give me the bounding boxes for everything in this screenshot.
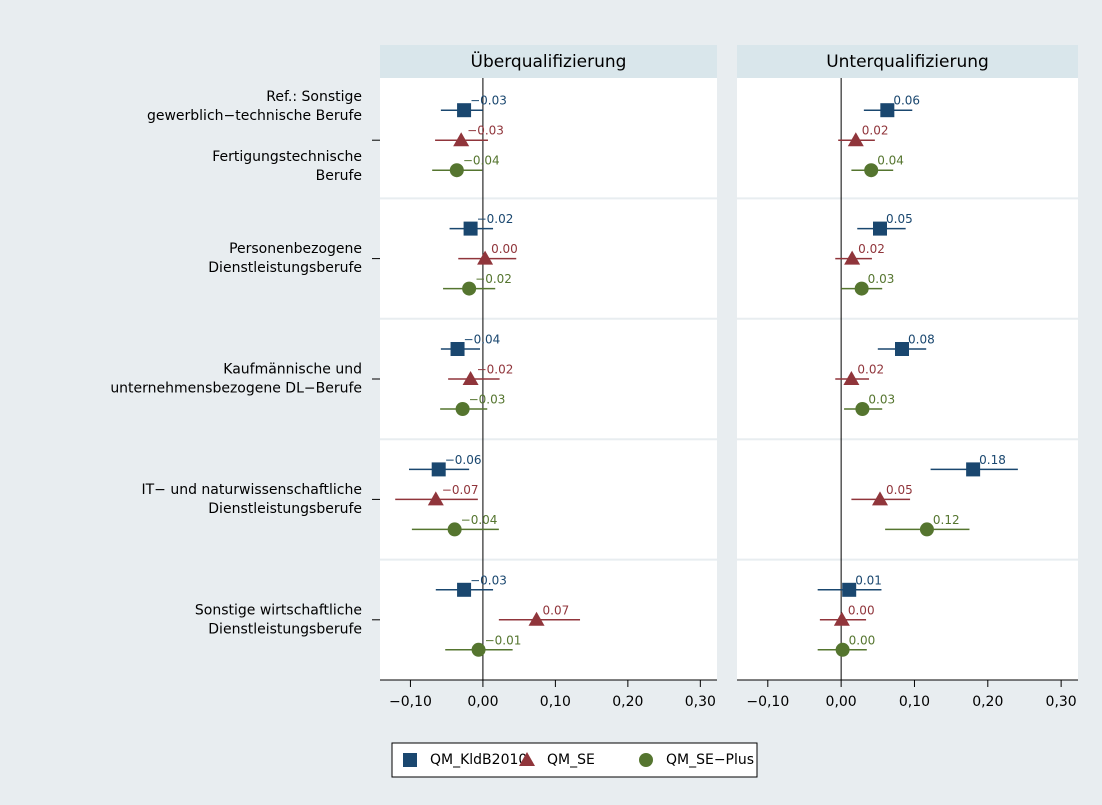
marker	[966, 462, 981, 477]
y-tick-label: Personenbezogene	[229, 241, 362, 257]
value-label: −0.07	[442, 483, 479, 497]
marker	[453, 132, 470, 147]
x-tick-label: 0,30	[1046, 694, 1077, 710]
value-label: 0.12	[933, 513, 960, 527]
value-label: −0.03	[470, 94, 507, 108]
panel-title: Überqualifizierung	[471, 50, 627, 72]
value-label: 0.02	[862, 124, 889, 138]
value-label: 0.07	[543, 603, 570, 617]
legend-marker	[639, 753, 653, 767]
marker	[855, 402, 870, 416]
marker	[854, 281, 869, 296]
plot-area	[380, 78, 717, 680]
marker	[450, 342, 465, 356]
value-label: −0.03	[470, 573, 507, 587]
y-tick-label: unternehmensbezogene DL−Berufe	[110, 381, 362, 397]
marker	[919, 522, 934, 537]
marker	[873, 221, 887, 236]
value-label: −0.02	[477, 212, 514, 226]
marker	[457, 582, 472, 597]
value-label: 0.06	[893, 94, 920, 108]
value-label: −0.03	[467, 124, 504, 138]
value-label: 0.18	[979, 453, 1006, 467]
x-tick-label: 0,00	[467, 694, 498, 710]
y-tick-label: Sonstige wirtschaftliche	[195, 602, 362, 618]
x-tick-label: 0,00	[826, 694, 857, 710]
y-tick-label: Ref.: Sonstige	[266, 89, 362, 105]
marker	[895, 342, 909, 356]
value-label: 0.00	[848, 603, 875, 617]
y-tick-label: Kaufmännische und	[223, 362, 362, 378]
value-label: 0.03	[868, 393, 895, 407]
value-label: −0.04	[463, 154, 500, 168]
x-tick-label: 0,20	[972, 694, 1003, 710]
marker	[842, 582, 857, 597]
y-tick-label: gewerblich−technische Berufe	[147, 108, 362, 124]
marker	[463, 221, 478, 236]
marker	[847, 132, 864, 147]
x-tick-label: 0,30	[685, 694, 716, 710]
y-tick-label: IT− und naturwissenschaftliche	[141, 482, 362, 498]
marker	[835, 642, 850, 657]
marker	[864, 163, 879, 178]
marker	[477, 250, 494, 265]
value-label: −0.06	[445, 453, 482, 467]
x-tick-label: −0,10	[389, 694, 432, 710]
marker	[455, 402, 470, 416]
marker	[457, 103, 472, 118]
marker	[843, 371, 860, 385]
value-label: −0.04	[464, 333, 501, 347]
x-tick-label: −0,10	[746, 694, 789, 710]
y-tick-label: Fertigungstechnische	[212, 149, 362, 165]
marker	[462, 371, 479, 385]
legend-marker	[519, 752, 535, 766]
marker	[427, 491, 444, 506]
panel-title: Unterqualifizierung	[826, 52, 989, 72]
value-label: −0.02	[475, 272, 512, 286]
y-tick-label: Dienstleistungsberufe	[208, 501, 362, 517]
plot-area	[737, 78, 1078, 680]
value-label: −0.02	[477, 363, 514, 377]
value-label: 0.00	[849, 633, 876, 647]
marker	[880, 103, 895, 118]
value-label: −0.01	[485, 633, 522, 647]
value-label: −0.04	[461, 513, 498, 527]
value-label: 0.05	[886, 483, 913, 497]
x-tick-label: 0,20	[612, 694, 643, 710]
x-tick-label: 0,10	[540, 694, 571, 710]
panel-header	[380, 45, 717, 78]
legend-marker	[403, 753, 417, 767]
legend-label: QM_KldB2010	[430, 752, 527, 768]
marker	[449, 163, 464, 178]
legend-label: QM_SE−Plus	[666, 752, 754, 768]
value-label: 0.02	[857, 363, 884, 377]
value-label: 0.08	[908, 333, 935, 347]
value-label: 0.03	[868, 272, 895, 286]
panel-header	[737, 45, 1078, 78]
value-label: 0.05	[886, 212, 913, 226]
marker	[844, 250, 861, 265]
marker	[528, 611, 545, 626]
marker	[431, 462, 446, 477]
marker	[462, 281, 477, 296]
marker	[447, 522, 462, 537]
value-label: 0.04	[877, 154, 904, 168]
y-tick-label: Berufe	[316, 168, 362, 184]
y-tick-label: Dienstleistungsberufe	[208, 621, 362, 637]
value-label: 0.00	[491, 242, 518, 256]
marker	[872, 491, 888, 506]
value-label: −0.03	[469, 393, 506, 407]
value-label: 0.01	[855, 573, 882, 587]
value-label: 0.02	[858, 242, 885, 256]
marker	[471, 642, 486, 657]
x-tick-label: 0,10	[899, 694, 930, 710]
marker	[833, 611, 850, 626]
legend-box	[391, 742, 758, 778]
legend-label: QM_SE	[547, 752, 595, 768]
y-tick-label: Dienstleistungsberufe	[208, 260, 362, 276]
